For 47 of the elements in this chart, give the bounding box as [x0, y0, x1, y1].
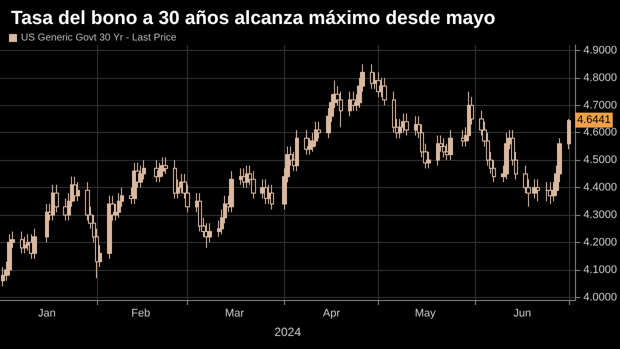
candlestick [442, 138, 446, 158]
candlestick [382, 77, 387, 106]
candlestick [51, 184, 55, 221]
x-tick-label: Mar [225, 308, 244, 320]
candlestick [163, 156, 168, 174]
legend-label: US Generic Govt 30 Yr - Last Price [21, 32, 177, 44]
x-tick-label: Jun [513, 308, 532, 320]
y-tick-label: 4.4000 [583, 182, 618, 194]
y-tick-label: 4.5000 [583, 154, 618, 166]
candlestick [370, 64, 374, 90]
candlestick [436, 134, 440, 166]
candlestick [448, 130, 453, 161]
x-tick-label: Apr [322, 308, 340, 320]
candlestick [536, 178, 540, 202]
candlestick [264, 178, 268, 205]
x-tick-label: Jan [38, 308, 56, 320]
x-axis-title: 2024 [274, 325, 302, 339]
y-tick-label: 4.6000 [583, 126, 618, 139]
candlestick [270, 184, 274, 210]
y-tick-label: 4.7000 [583, 99, 618, 112]
candlestick [545, 182, 549, 202]
candlestick [45, 204, 49, 243]
candlestick [348, 91, 352, 117]
y-tick-label: 4.9000 [583, 44, 618, 56]
x-tick-label: Feb [131, 308, 150, 320]
candlestick [229, 170, 234, 213]
y-tick-label: 4.1000 [583, 264, 618, 276]
chart-title: Tasa del bono a 30 años alcanza máximo desde mayo [11, 8, 496, 29]
candlestick [239, 168, 243, 186]
candlestick [245, 165, 249, 188]
annotation: 4.6441 [577, 114, 611, 126]
x-tick-label: May [414, 308, 436, 320]
candlestick [20, 230, 24, 254]
y-tick-label: 4.8000 [583, 72, 618, 84]
candlestick [404, 113, 409, 136]
candlestick [242, 168, 246, 188]
y-tick-label: 4.2000 [583, 236, 618, 248]
y-tick-label: 4.3000 [583, 209, 618, 221]
candlestick [504, 132, 509, 180]
candlestick [295, 130, 299, 172]
candlestick [567, 118, 571, 150]
candlestick [107, 195, 112, 260]
candlestick [32, 228, 37, 260]
candlestick [414, 116, 418, 136]
y-tick-label: 4.0000 [583, 291, 618, 304]
candlestick [461, 130, 465, 147]
candlestick [173, 160, 177, 200]
